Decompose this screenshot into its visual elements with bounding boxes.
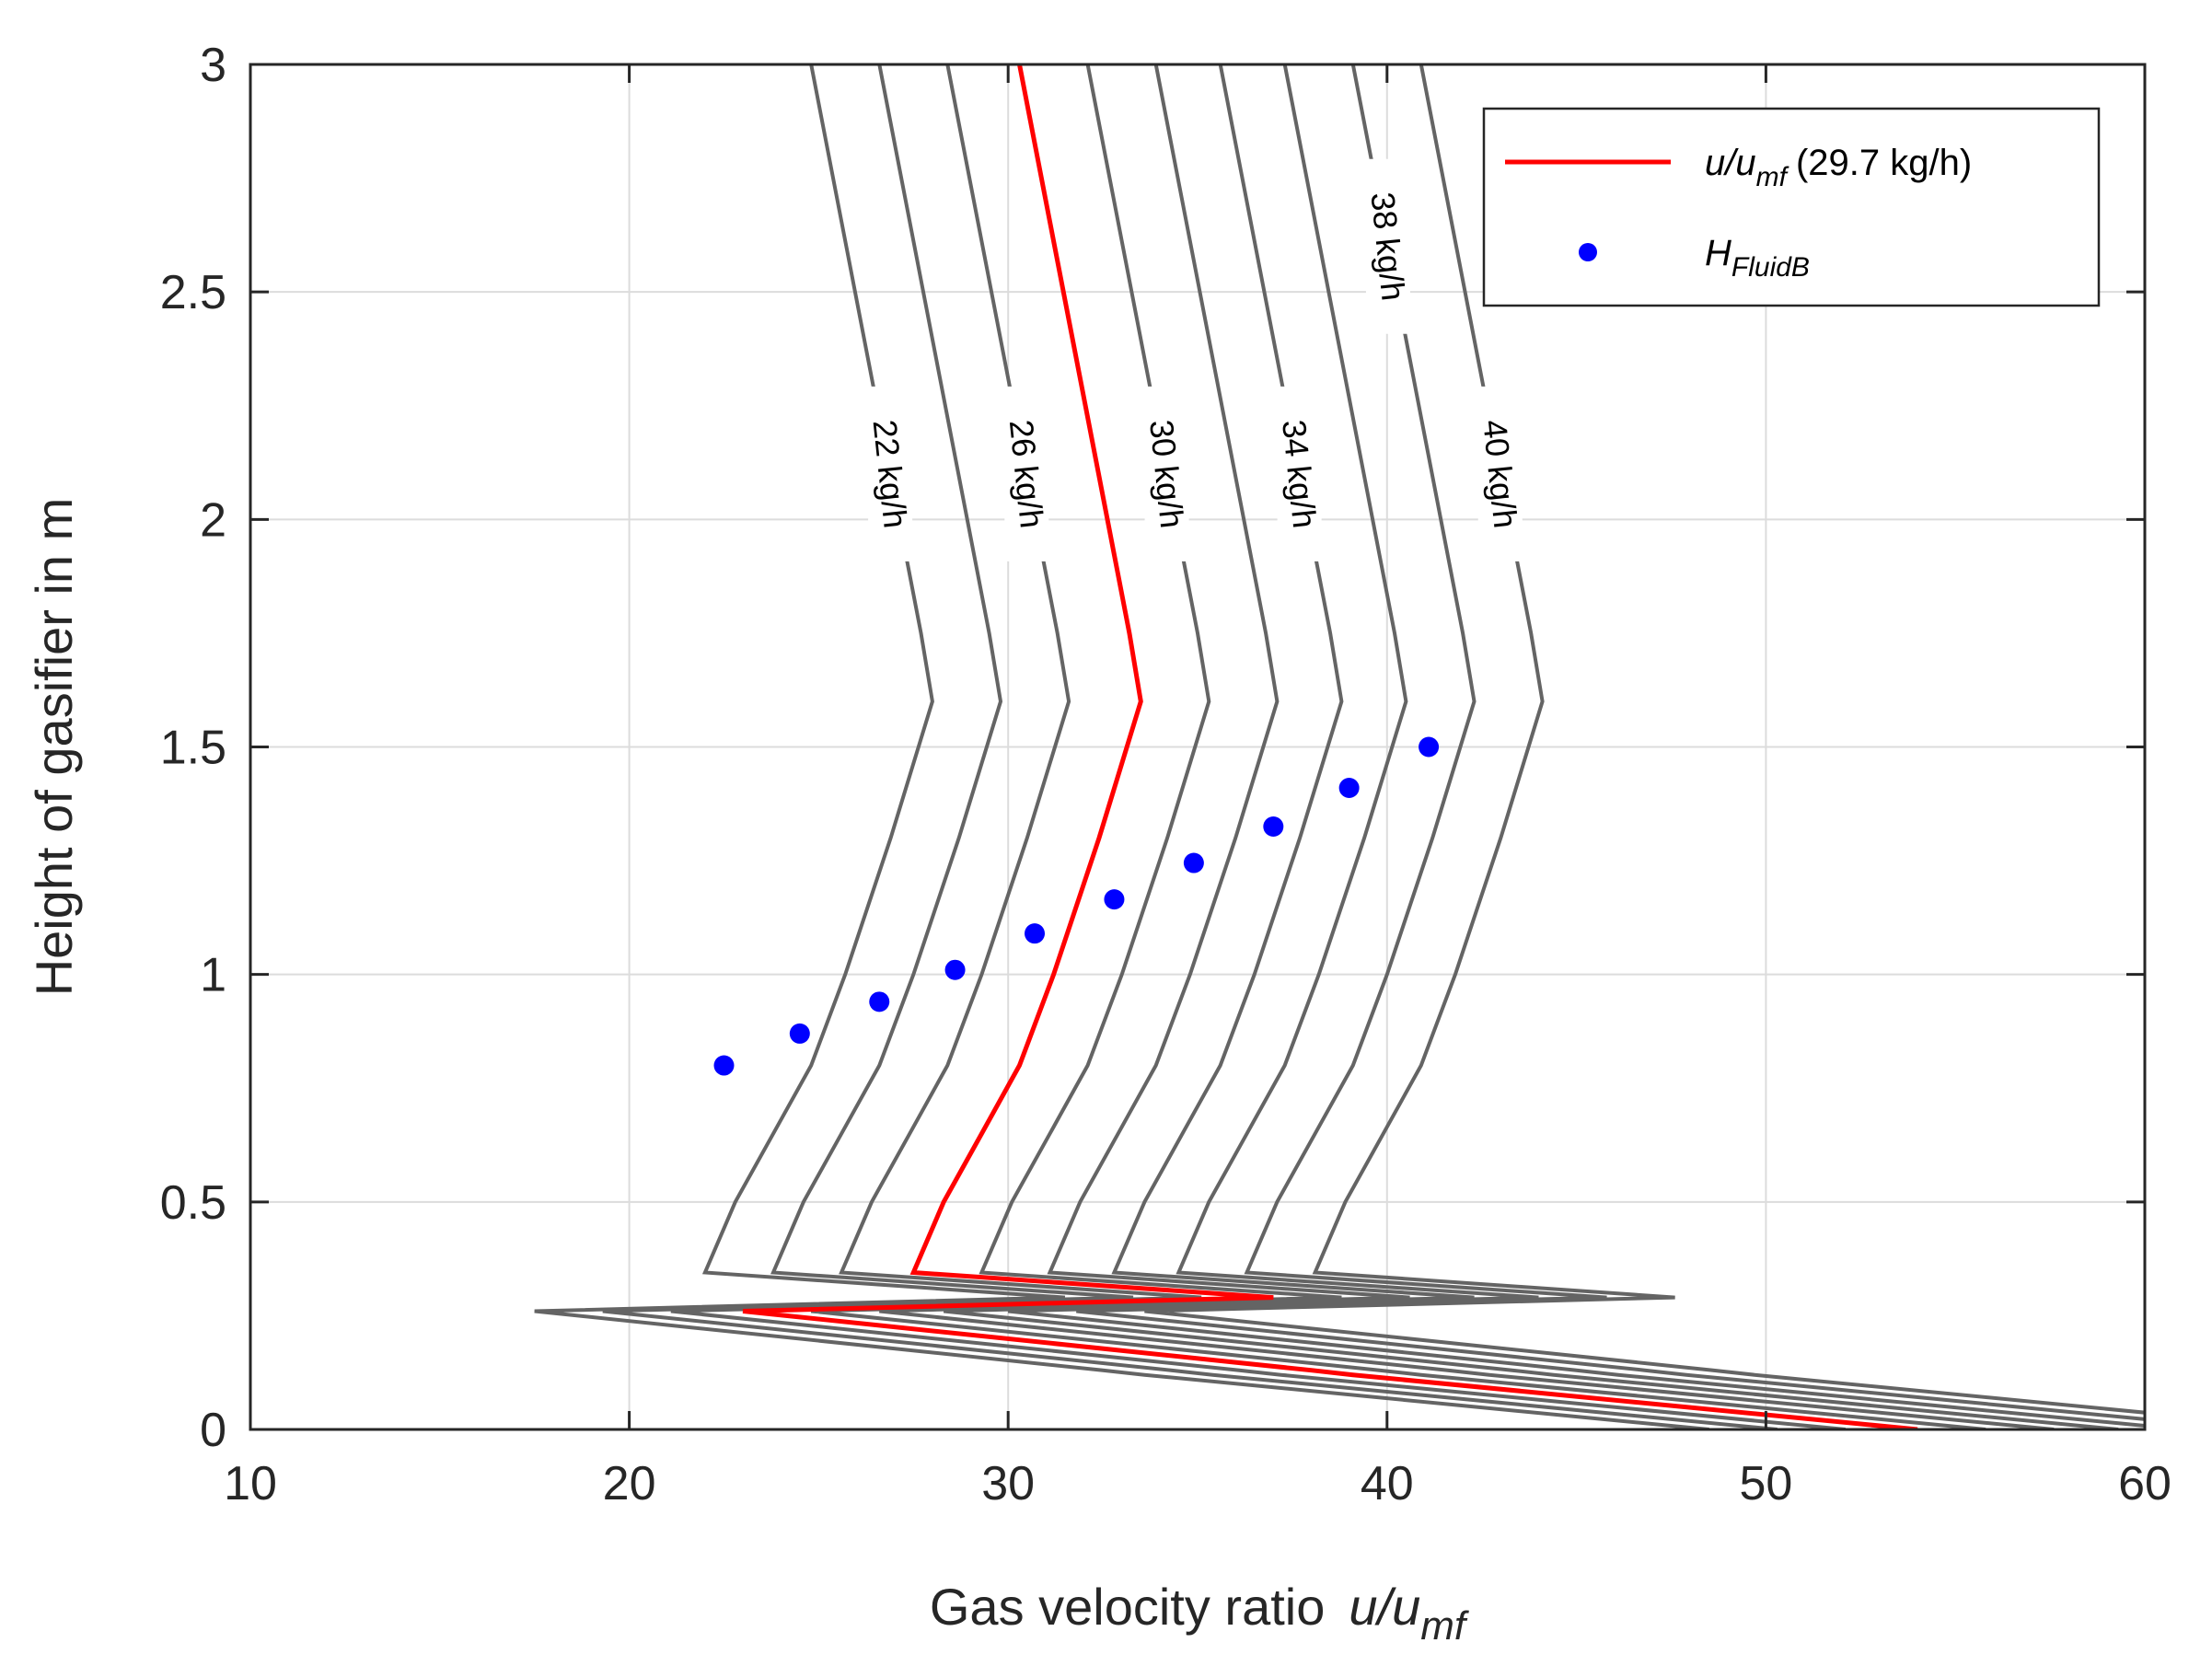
y-tick-label: 2 [200,493,226,547]
contour-label-background [1365,158,1410,334]
contour-label-background [868,386,913,561]
x-tick-label: 30 [981,1457,1035,1510]
h-fluidb-marker [1419,736,1440,758]
x-tick-label: 40 [1361,1457,1414,1510]
contour-line [670,64,1846,1429]
h-fluidb-marker [713,1055,735,1076]
ticks: 10 20 30 40 50 60 0 0.5 1 1.5 2 2.5 3 [160,39,2171,1510]
legend-dot-subscript: FluidB [1731,252,1810,283]
legend-line-subscript: mf [1756,162,1789,192]
curves [534,64,2145,1429]
h-fluidb-marker [1338,777,1360,798]
h-fluidb-marker [789,1023,810,1044]
x-axis-title-text: Gas velocity ratio [930,1578,1326,1636]
x-tick-label: 50 [1739,1457,1792,1510]
contour-label-background [1144,386,1189,561]
x-axis-title: Gas velocity ratio u/umf [930,1578,1470,1649]
h-fluidb-marker [1263,816,1284,838]
h-fluidb-marker [869,991,890,1012]
h-fluidb-markers [713,736,1440,1076]
y-tick-label: 3 [200,39,226,92]
contour-line [879,64,2055,1429]
x-axis-title-symbol: u/u [1349,1578,1420,1636]
contour-line [534,64,1709,1429]
legend-box [1482,107,2101,307]
legend-dot-swatch [1579,243,1597,261]
x-axis-title-subscript: mf [1420,1603,1470,1649]
contour-label-background [1277,386,1322,561]
x-tick-label: 20 [603,1457,656,1510]
contour-labels: 22 kg/h 26 kg/h 30 kg/h 34 kg/h38 kg/h40 kg… [866,158,1524,561]
highlight-series-line [742,64,1918,1429]
contour-label-background [1004,386,1049,561]
y-tick-label: 0 [200,1404,226,1457]
legend-dot-label: HFluidB [1705,233,1810,283]
y-tick-label: 1.5 [160,722,226,775]
x-tick-label: 60 [2118,1457,2171,1510]
h-fluidb-marker [1025,923,1046,944]
legend-line-symbol: u/u [1705,143,1756,183]
y-tick-label: 0.5 [160,1176,226,1230]
y-tick-label: 1 [200,949,226,1002]
y-axis-title: Height of gasifier in m [25,498,83,997]
h-fluidb-marker [1183,852,1204,873]
contour-line [810,64,1986,1429]
x-tick-label: 10 [224,1457,277,1510]
contour-line [943,64,2119,1429]
h-fluidb-marker [944,959,966,980]
h-fluidb-marker [1104,889,1125,910]
contour-line [602,64,1778,1429]
legend: u/umf (29.7 kg/h) HFluidB [1482,107,2101,307]
contour-label-background [1477,386,1523,561]
contour-line [1144,64,2145,1415]
contour-line [1007,64,2145,1429]
legend-dot-symbol: H [1705,233,1731,273]
y-tick-label: 2.5 [160,266,226,319]
legend-line-label: u/umf (29.7 kg/h) [1705,143,1972,192]
contour-line [1076,64,2145,1421]
legend-line-suffix: (29.7 kg/h) [1796,143,1972,183]
